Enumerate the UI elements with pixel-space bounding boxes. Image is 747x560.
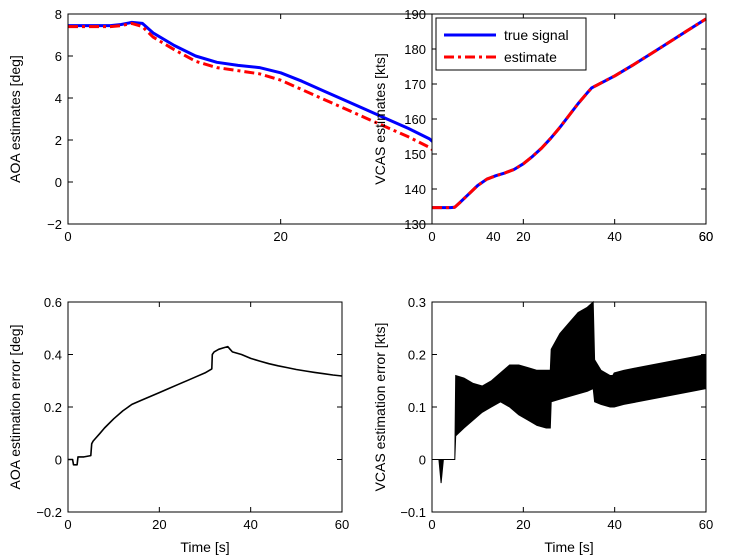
x-tick-label: 60	[699, 229, 713, 244]
x-axis-label: Time [s]	[544, 539, 593, 555]
x-tick-label: 60	[699, 517, 713, 532]
panel-aoa-error: 0 20 40 60 −0.200.20.40.6 Time [s] AOA esti…	[7, 295, 349, 555]
x-tick-label: 0	[428, 229, 435, 244]
y-tick-label: 4	[55, 91, 62, 106]
x-tick-label: 20	[516, 229, 530, 244]
y-axis-label: AOA estimation error [deg]	[7, 325, 23, 490]
series-estimate-line	[432, 17, 707, 210]
y-tick-label: 0	[55, 453, 62, 468]
y-tick-label: 2	[55, 133, 62, 148]
x-tick-label: 20	[152, 517, 166, 532]
x-tick-label: 0	[64, 517, 71, 532]
x-tick-label: 60	[699, 229, 713, 244]
y-tick-label: 150	[404, 147, 426, 162]
y-tick-label: −0.2	[36, 505, 62, 520]
y-tick-label: 0.6	[44, 295, 62, 310]
legend-label-estimate: estimate	[504, 49, 557, 65]
y-tick-label: 140	[404, 182, 426, 197]
y-tick-label: 0.3	[408, 295, 426, 310]
x-tick-label: 40	[243, 517, 257, 532]
x-tick-label: 40	[486, 229, 500, 244]
x-tick-label: 60	[335, 517, 349, 532]
y-tick-label: 170	[404, 77, 426, 92]
y-axis-label: VCAS estimates [kts]	[372, 53, 388, 184]
y-tick-label: 180	[404, 42, 426, 57]
legend-label-true-signal: true signal	[504, 27, 569, 43]
x-tick-label: 0	[428, 517, 435, 532]
x-axis-ticks: 0 20 40 60	[64, 302, 349, 532]
y-tick-label: 130	[404, 217, 426, 232]
y-tick-label: 190	[404, 7, 426, 22]
y-tick-label: 6	[55, 49, 62, 64]
series-layer	[68, 345, 343, 466]
x-axis-ticks: 0 20 40 60	[428, 302, 713, 532]
legend: true signal estimate	[435, 17, 587, 71]
plot-area	[68, 302, 342, 512]
y-axis-ticks: −0.2 0 0.2 0.4 0.6	[36, 295, 342, 520]
y-axis-label: VCAS estimation error [kts]	[372, 323, 388, 492]
x-axis-label: Time [s]	[180, 539, 229, 555]
y-tick-label: 0.1	[408, 400, 426, 415]
y-axis-label: AOA estimates [deg]	[7, 55, 23, 183]
y-tick-label: 0.2	[408, 348, 426, 363]
legend-box	[435, 17, 587, 71]
panel-vcas-error: 0 20 40 60 −0.100.10.20.3 Time [s] VCAS est…	[372, 295, 713, 555]
y-tick-label: −2	[47, 217, 62, 232]
y-tick-label: 0	[419, 453, 426, 468]
x-tick-label: 20	[516, 517, 530, 532]
panel-vcas-estimates: 0 20 40 60 130 140 150 160 170 180 190 VCAS estim…	[372, 7, 713, 244]
x-tick-label: 20	[273, 229, 287, 244]
y-axis-ticks: −0.1 0 0.1 0.2 0.3	[400, 295, 706, 520]
y-tick-label: 8	[55, 7, 62, 22]
y-tick-label: 0	[55, 175, 62, 190]
series-error-line	[68, 345, 343, 466]
y-tick-label: 0.2	[44, 400, 62, 415]
y-tick-label: 160	[404, 112, 426, 127]
series-layer	[432, 17, 707, 210]
y-axis-ticks: 130 140 150 160 170 180 190	[404, 7, 706, 232]
y-tick-label: −0.1	[400, 505, 426, 520]
x-tick-label: 0	[64, 229, 71, 244]
y-tick-label: 0.4	[44, 348, 62, 363]
x-tick-label: 40	[607, 229, 621, 244]
x-tick-label: 40	[607, 517, 621, 532]
